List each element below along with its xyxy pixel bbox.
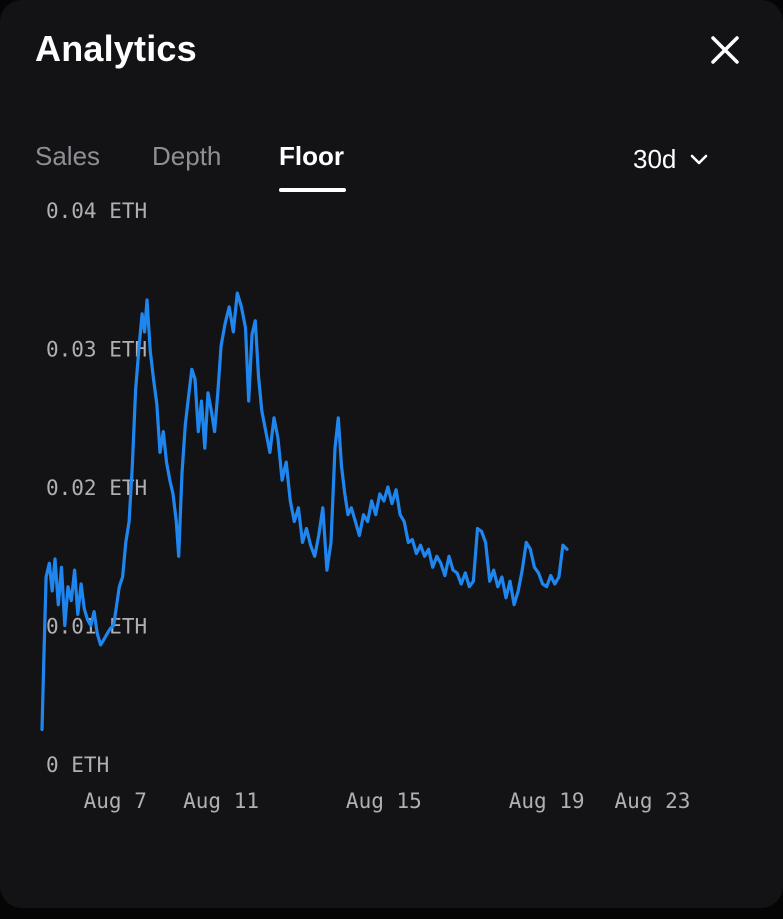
x-tick-label: Aug 11 [183, 789, 259, 813]
chevron-down-icon [691, 154, 708, 164]
tab-depth[interactable]: Depth [152, 141, 222, 171]
time-range-value: 30d [633, 144, 677, 174]
time-range-dropdown[interactable]: 30d [633, 144, 708, 175]
y-tick-label: 0.04 ETH [46, 199, 147, 223]
x-tick-label: Aug 19 [509, 789, 585, 813]
tab-sales[interactable]: Sales [35, 141, 101, 171]
y-tick-label: 0 ETH [46, 753, 109, 777]
tab-floor[interactable]: Floor [279, 141, 344, 171]
y-tick-label: 0.03 ETH [46, 338, 147, 362]
active-tab-indicator [279, 188, 346, 192]
close-button[interactable] [703, 28, 747, 72]
x-tick-label: Aug 15 [346, 789, 422, 813]
floor-price-line [40, 291, 569, 732]
x-tick-label: Aug 7 [84, 789, 147, 813]
close-icon [711, 36, 739, 64]
x-tick-label: Aug 23 [615, 789, 691, 813]
panel-title: Analytics [35, 28, 197, 69]
